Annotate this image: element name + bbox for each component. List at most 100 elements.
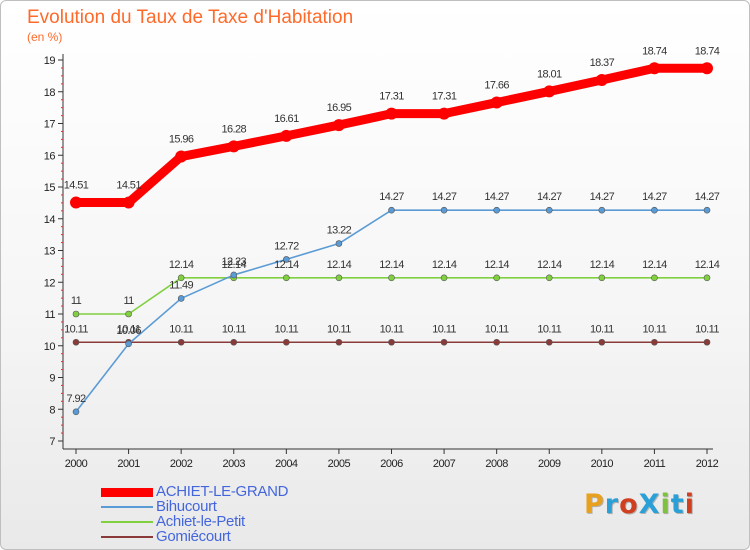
data-point — [440, 206, 448, 214]
data-point — [175, 150, 188, 163]
data-point — [598, 206, 606, 214]
data-label: 10.11 — [432, 323, 456, 335]
data-point — [440, 338, 448, 346]
data-point — [545, 338, 553, 346]
legend-item: ACHIET-LE-GRAND — [101, 483, 401, 500]
chart-legend: ACHIET-LE-GRAND Bihucourt Achiet-le-Petit G… — [101, 483, 401, 545]
legend-swatch — [101, 521, 153, 523]
data-label: 12.14 — [221, 259, 246, 271]
data-label: 11 — [71, 295, 82, 307]
data-label: 18.74 — [695, 45, 720, 57]
data-point — [177, 295, 185, 302]
data-label: 10.11 — [380, 323, 404, 335]
data-label: 17.31 — [379, 91, 404, 103]
data-label: 12.14 — [590, 259, 615, 271]
data-point — [70, 196, 82, 209]
x-tick-label: 2010 — [591, 458, 614, 470]
data-point — [280, 129, 293, 142]
data-point — [122, 196, 135, 209]
logo-letter: r — [604, 489, 620, 520]
data-label: 10.11 — [695, 323, 719, 335]
data-point — [230, 271, 238, 279]
data-point — [493, 338, 500, 346]
y-tick-label: 14 — [44, 214, 56, 226]
data-point — [438, 107, 451, 120]
data-point — [440, 274, 448, 282]
data-label: 18.01 — [537, 68, 562, 80]
data-label: 10.11 — [64, 323, 88, 335]
data-point — [703, 206, 711, 214]
chart-title: Evolution du Taux de Taxe d'Habitation — [27, 7, 354, 28]
data-label: 10.11 — [537, 323, 561, 335]
data-label: 12.14 — [695, 259, 720, 271]
data-label: 14.27 — [484, 191, 509, 203]
data-point — [703, 274, 711, 282]
data-label: 13.22 — [327, 225, 352, 237]
data-label: 12.14 — [537, 259, 562, 271]
data-point — [493, 274, 500, 282]
y-tick-label: 8 — [49, 404, 55, 416]
data-point — [651, 206, 658, 214]
proxiti-logo: ProXiti — [584, 489, 695, 520]
x-tick-label: 2005 — [328, 458, 351, 470]
legend-label: Achiet-le-Petit — [156, 513, 245, 530]
data-label: 12.14 — [484, 259, 509, 271]
data-point — [125, 310, 132, 318]
x-tick-label: 2011 — [644, 458, 666, 470]
data-point — [283, 338, 290, 346]
data-label: 12.14 — [274, 259, 299, 271]
data-label: 12.72 — [274, 240, 299, 252]
y-tick-label: 13 — [44, 246, 56, 258]
logo-letter: t — [670, 489, 685, 520]
data-point — [598, 274, 606, 282]
data-point — [493, 206, 500, 214]
data-label: 12.23 — [221, 256, 246, 268]
data-label: 18.37 — [590, 57, 615, 69]
data-point — [648, 62, 661, 75]
data-point — [388, 206, 395, 214]
data-label: 15.96 — [169, 134, 194, 146]
x-tick-label: 2009 — [538, 458, 561, 470]
x-tick-label: 2006 — [380, 458, 403, 470]
y-tick-label: 17 — [44, 119, 56, 131]
legend-label: Bihucourt — [156, 498, 217, 515]
x-tick-label: 2007 — [433, 458, 456, 470]
data-point — [598, 338, 606, 346]
data-point — [335, 338, 343, 346]
data-point — [490, 96, 503, 109]
legend-item: Achiet-le-Petit — [101, 513, 401, 530]
data-point — [701, 62, 713, 75]
y-tick-label: 15 — [44, 182, 56, 194]
logo-letter: o — [619, 489, 639, 520]
legend-label: ACHIET-LE-GRAND — [156, 483, 289, 500]
data-label: 14.27 — [695, 191, 720, 203]
data-point — [283, 274, 290, 282]
data-label: 14.27 — [642, 191, 667, 203]
data-label: 10.11 — [274, 323, 298, 335]
legend-label: Gomiécourt — [156, 528, 231, 545]
x-tick-label: 2003 — [223, 458, 246, 470]
legend-item: Bihucourt — [101, 498, 401, 515]
data-point — [177, 338, 185, 346]
legend-swatch — [101, 487, 153, 497]
data-label: 10.11 — [169, 323, 193, 335]
data-label: 17.66 — [484, 80, 509, 92]
data-label: 10.11 — [222, 323, 246, 335]
data-label: 10.11 — [117, 323, 141, 335]
data-label: 16.61 — [274, 113, 299, 125]
data-point — [332, 119, 345, 132]
logo-letter: i — [660, 489, 671, 520]
legend-item: Gomiécourt — [101, 528, 401, 545]
legend-swatch — [101, 536, 153, 538]
data-point — [651, 274, 658, 282]
data-point — [545, 206, 553, 214]
y-tick-label: 19 — [44, 55, 56, 67]
data-point — [543, 85, 556, 98]
data-point — [227, 140, 240, 153]
data-point — [72, 338, 80, 346]
data-point — [335, 240, 343, 247]
x-tick-label: 2001 — [117, 458, 140, 470]
data-label: 12.14 — [379, 259, 404, 271]
data-label: 10.11 — [485, 323, 509, 335]
